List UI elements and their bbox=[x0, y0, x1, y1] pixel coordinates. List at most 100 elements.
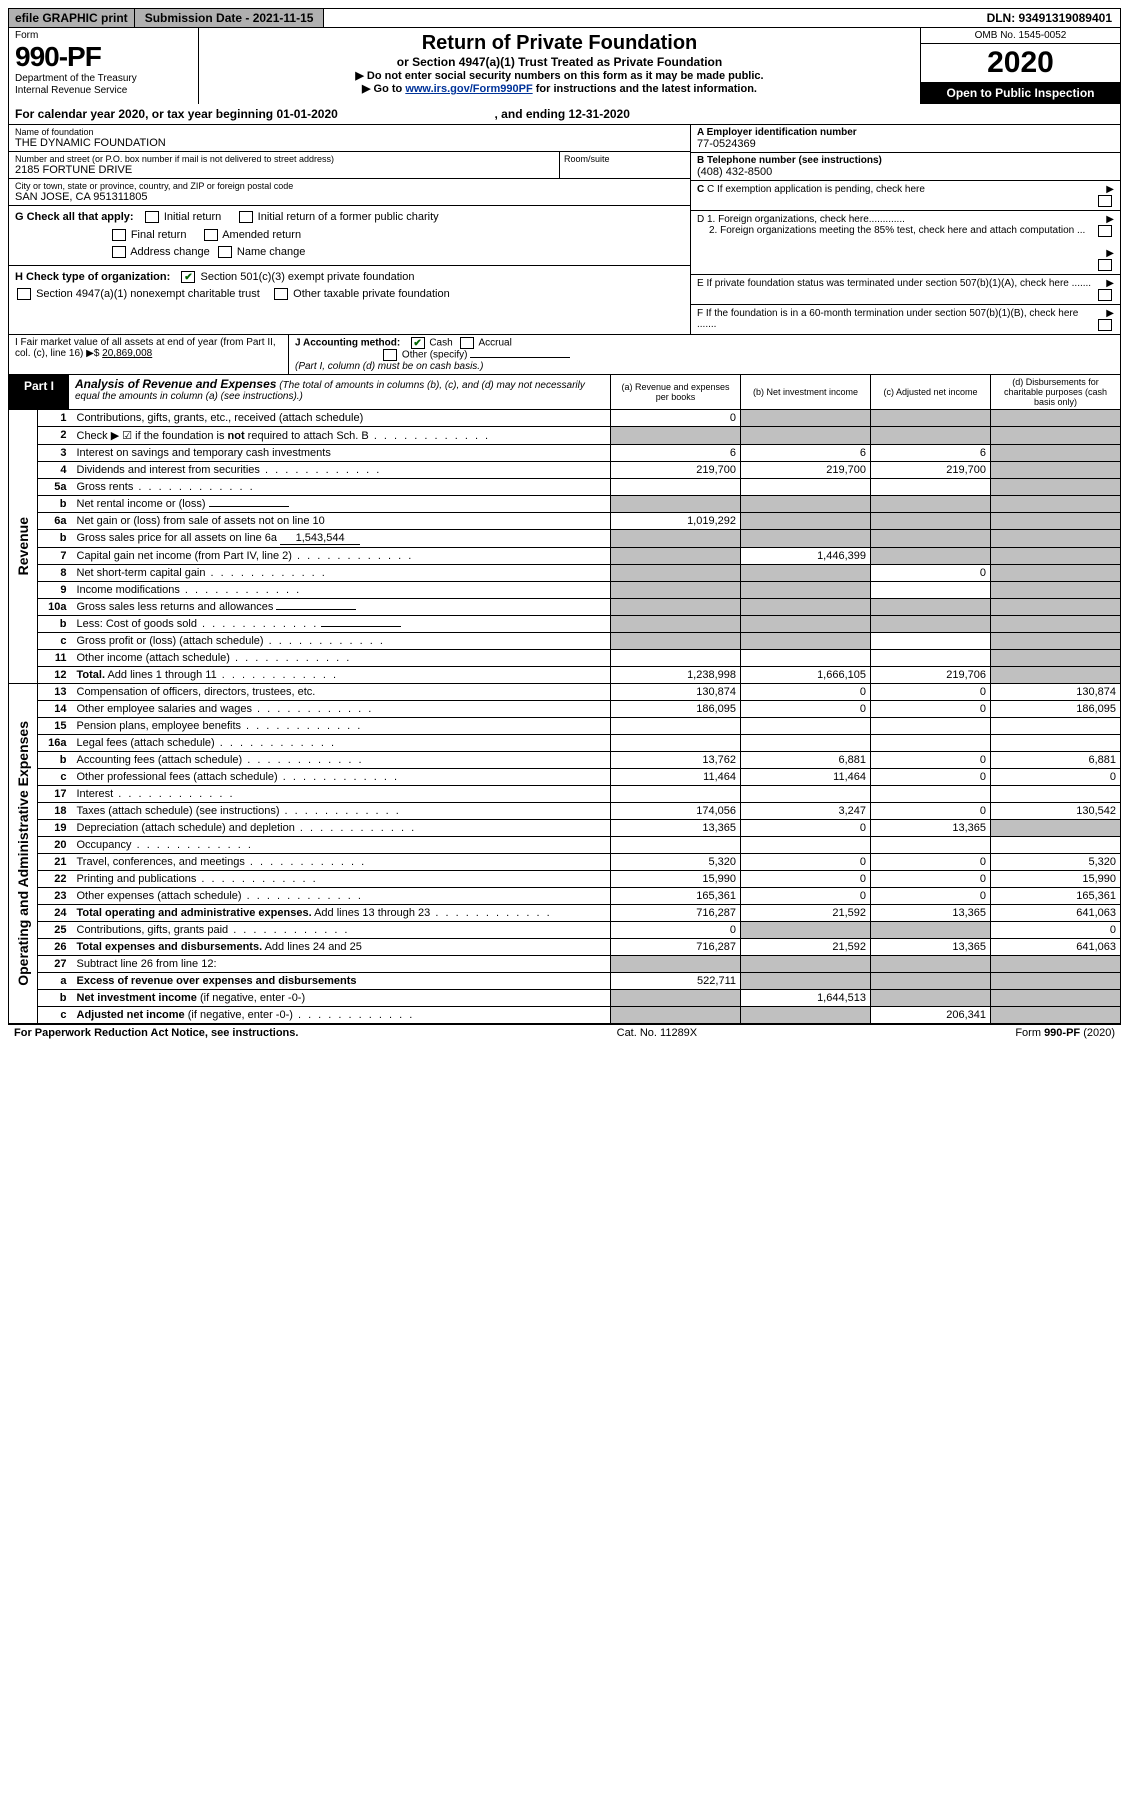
cb-4947[interactable] bbox=[17, 288, 31, 300]
table-row: 27Subtract line 26 from line 12: bbox=[9, 956, 1121, 973]
goto-prefix: ▶ Go to bbox=[362, 83, 405, 95]
table-row: 6aNet gain or (loss) from sale of assets… bbox=[9, 513, 1121, 530]
table-row: bNet investment income (if negative, ent… bbox=[9, 990, 1121, 1007]
omb-number: OMB No. 1545-0052 bbox=[921, 28, 1120, 44]
table-row: 24Total operating and administrative exp… bbox=[9, 905, 1121, 922]
part1-label: Part I bbox=[9, 375, 69, 409]
table-row: 25Contributions, gifts, grants paid00 bbox=[9, 922, 1121, 939]
form-label: Form bbox=[15, 30, 192, 41]
cb-c[interactable] bbox=[1098, 195, 1112, 207]
col-a-header: (a) Revenue and expenses per books bbox=[610, 375, 740, 409]
arrow-icon: ▶ bbox=[1106, 308, 1114, 319]
table-row: bAccounting fees (attach schedule)13,762… bbox=[9, 752, 1121, 769]
name-label: Name of foundation bbox=[15, 127, 684, 137]
d1-label: D 1. Foreign organizations, check here..… bbox=[697, 214, 905, 225]
cb-d1[interactable] bbox=[1098, 225, 1112, 237]
h-checks: H Check type of organization: Section 50… bbox=[9, 266, 690, 307]
table-row: Operating and Administrative Expenses13C… bbox=[9, 684, 1121, 701]
table-row: 23Other expenses (attach schedule)165,36… bbox=[9, 888, 1121, 905]
ein-label: A Employer identification number bbox=[697, 127, 1114, 138]
foundation-city: SAN JOSE, CA 951311805 bbox=[15, 191, 684, 203]
addr-label: Number and street (or P.O. box number if… bbox=[15, 154, 553, 164]
table-row: 19Depreciation (attach schedule) and dep… bbox=[9, 820, 1121, 837]
ein-value: 77-0524369 bbox=[697, 138, 1114, 150]
table-row: 20Occupancy bbox=[9, 837, 1121, 854]
goto-suffix: for instructions and the latest informat… bbox=[533, 83, 757, 95]
table-row: 14Other employee salaries and wages186,0… bbox=[9, 701, 1121, 718]
arrow-icon: ▶ bbox=[1106, 214, 1114, 225]
year-end: , and ending 12-31-2020 bbox=[495, 107, 630, 121]
table-row: 7Capital gain net income (from Part IV, … bbox=[9, 548, 1121, 565]
c-label: C If exemption application is pending, c… bbox=[707, 184, 925, 195]
cb-initial-former[interactable] bbox=[239, 211, 253, 223]
cb-initial[interactable] bbox=[145, 211, 159, 223]
table-row: 12Total. Add lines 1 through 111,238,998… bbox=[9, 667, 1121, 684]
table-row: bLess: Cost of goods sold bbox=[9, 616, 1121, 633]
h-label: H Check type of organization: bbox=[15, 271, 170, 283]
table-row: bGross sales price for all assets on lin… bbox=[9, 530, 1121, 548]
cb-cash[interactable] bbox=[411, 337, 425, 349]
table-row: aExcess of revenue over expenses and dis… bbox=[9, 973, 1121, 990]
d2-label: 2. Foreign organizations meeting the 85%… bbox=[697, 225, 1085, 236]
cb-addr-change[interactable] bbox=[112, 246, 126, 258]
table-row: 5aGross rents bbox=[9, 479, 1121, 496]
foundation-addr: 2185 FORTUNE DRIVE bbox=[15, 164, 553, 176]
form-title: Return of Private Foundation bbox=[203, 32, 916, 55]
table-row: 9Income modifications bbox=[9, 582, 1121, 599]
part1-header: Part I Analysis of Revenue and Expenses … bbox=[8, 375, 1121, 410]
col-c-header: (c) Adjusted net income bbox=[870, 375, 990, 409]
tax-year: 2020 bbox=[921, 44, 1120, 82]
g-checks: G Check all that apply: Initial return I… bbox=[9, 206, 690, 266]
foundation-name: THE DYNAMIC FOUNDATION bbox=[15, 137, 684, 149]
table-row: 11Other income (attach schedule) bbox=[9, 650, 1121, 667]
cb-other-taxable[interactable] bbox=[274, 288, 288, 300]
table-row: 26Total expenses and disbursements. Add … bbox=[9, 939, 1121, 956]
form-subtitle: or Section 4947(a)(1) Trust Treated as P… bbox=[203, 55, 916, 69]
open-public: Open to Public Inspection bbox=[921, 82, 1120, 104]
table-row: cGross profit or (loss) (attach schedule… bbox=[9, 633, 1121, 650]
cb-name-change[interactable] bbox=[218, 246, 232, 258]
department: Department of the Treasury Internal Reve… bbox=[15, 73, 192, 97]
city-label: City or town, state or province, country… bbox=[15, 181, 684, 191]
table-row: 2Check ▶ ☑ if the foundation is not requ… bbox=[9, 427, 1121, 445]
f-label: F If the foundation is in a 60-month ter… bbox=[697, 308, 1094, 330]
j-note: (Part I, column (d) must be on cash basi… bbox=[295, 361, 483, 372]
table-row: 3Interest on savings and temporary cash … bbox=[9, 445, 1121, 462]
g-label: G Check all that apply: bbox=[15, 211, 134, 223]
form-header: Form 990-PF Department of the Treasury I… bbox=[8, 28, 1121, 104]
e-label: E If private foundation status was termi… bbox=[697, 278, 1094, 289]
table-row: 10aGross sales less returns and allowanc… bbox=[9, 599, 1121, 616]
table-row: 4Dividends and interest from securities2… bbox=[9, 462, 1121, 479]
cb-amended[interactable] bbox=[204, 229, 218, 241]
cb-f[interactable] bbox=[1098, 319, 1112, 331]
irs-link[interactable]: www.irs.gov/Form990PF bbox=[405, 83, 532, 95]
table-row: cOther professional fees (attach schedul… bbox=[9, 769, 1121, 786]
arrow-icon: ▶ bbox=[1106, 248, 1114, 259]
fmv-value: 20,869,008 bbox=[102, 348, 152, 359]
table-row: 17Interest bbox=[9, 786, 1121, 803]
room-label: Room/suite bbox=[560, 152, 690, 178]
page-footer: For Paperwork Reduction Act Notice, see … bbox=[8, 1024, 1121, 1041]
cb-final[interactable] bbox=[112, 229, 126, 241]
table-row: 21Travel, conferences, and meetings5,320… bbox=[9, 854, 1121, 871]
footer-mid: Cat. No. 11289X bbox=[617, 1027, 698, 1039]
phone-label: B Telephone number (see instructions) bbox=[697, 155, 1114, 166]
footer-left: For Paperwork Reduction Act Notice, see … bbox=[14, 1027, 298, 1039]
table-row: 15Pension plans, employee benefits bbox=[9, 718, 1121, 735]
part1-table: Revenue1Contributions, gifts, grants, et… bbox=[8, 410, 1121, 1024]
table-row: bNet rental income or (loss) bbox=[9, 496, 1121, 513]
cb-accrual[interactable] bbox=[460, 337, 474, 349]
cb-501c3[interactable] bbox=[181, 271, 195, 283]
form-number: 990-PF bbox=[15, 41, 192, 73]
cb-other-method[interactable] bbox=[383, 349, 397, 361]
arrow-icon: ▶ bbox=[1106, 278, 1114, 289]
cb-e[interactable] bbox=[1098, 289, 1112, 301]
table-row: 22Printing and publications15,9900015,99… bbox=[9, 871, 1121, 888]
table-row: 18Taxes (attach schedule) (see instructi… bbox=[9, 803, 1121, 820]
top-bar: efile GRAPHIC print Submission Date - 20… bbox=[8, 8, 1121, 28]
table-row: Revenue1Contributions, gifts, grants, et… bbox=[9, 410, 1121, 427]
fmv-section: I Fair market value of all assets at end… bbox=[9, 335, 289, 374]
form-instruction-1: ▶ Do not enter social security numbers o… bbox=[203, 69, 916, 82]
cb-d2[interactable] bbox=[1098, 259, 1112, 271]
dln-label: DLN: 93491319089401 bbox=[979, 9, 1120, 27]
